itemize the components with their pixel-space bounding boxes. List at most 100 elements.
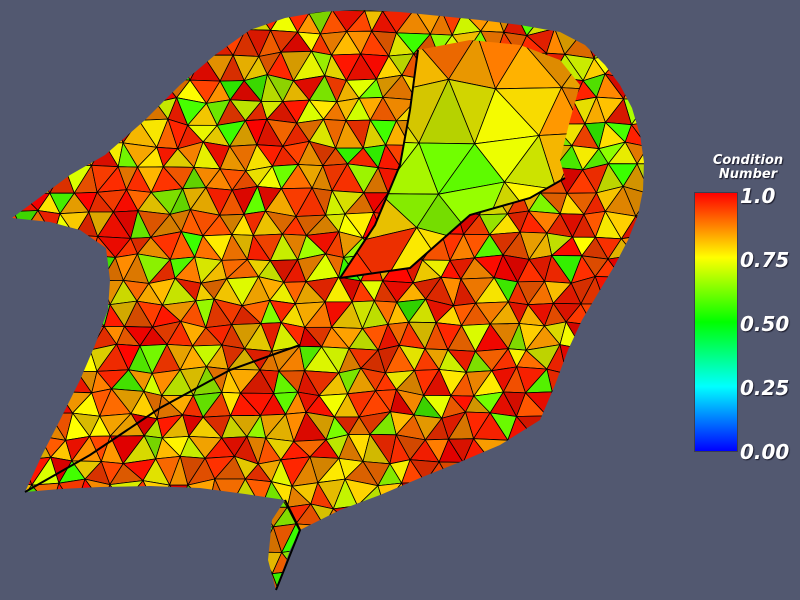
mesh-triangle: [167, 501, 192, 528]
mesh-triangle: [0, 571, 11, 592]
mesh-triangle: [12, 53, 28, 78]
mesh-triangle: [141, 545, 163, 573]
mesh-triangle: [59, 575, 88, 590]
mesh-triangle: [647, 595, 676, 600]
mesh-triangle: [12, 524, 41, 554]
mesh-triangle: [0, 592, 20, 600]
mesh-triangle: [554, 462, 580, 484]
mesh-triangle: [630, 53, 644, 81]
mesh-triangle: [59, 58, 90, 81]
mesh-triangle: [411, 568, 444, 590]
mesh-triangle: [154, 526, 182, 554]
mesh-triangle: [677, 575, 700, 595]
mesh-triangle: [228, 506, 263, 531]
mesh-triangle: [375, 504, 405, 530]
mesh-triangle: [46, 96, 77, 123]
mesh-triangle: [135, 507, 169, 530]
mesh-triangle: [215, 547, 244, 575]
mesh-triangle: [12, 501, 21, 527]
mesh-triangle: [597, 552, 627, 573]
mesh-triangle: [36, 235, 65, 259]
mesh-triangle: [272, 0, 294, 8]
mesh-triangle: [26, 34, 46, 59]
mesh-triangle: [179, 524, 205, 554]
mesh-triangle: [651, 164, 676, 194]
mesh-triangle: [621, 478, 644, 510]
mesh-triangle: [12, 326, 16, 351]
mesh-triangle: [65, 99, 90, 127]
mesh-triangle: [0, 525, 6, 548]
mesh-triangle: [59, 78, 90, 102]
mesh-triangle: [551, 389, 579, 415]
mesh-triangle: [624, 390, 644, 419]
mesh-triangle: [649, 531, 674, 552]
mesh-triangle: [104, 592, 123, 600]
mesh-triangle: [90, 0, 116, 8]
mesh-triangle: [441, 550, 462, 573]
mesh-triangle: [603, 29, 632, 53]
mesh-triangle: [643, 460, 644, 488]
mesh-triangle: [116, 501, 138, 530]
mesh-triangle: [543, 11, 571, 30]
large-element-triangle: [616, 244, 684, 293]
mesh-triangle: [641, 257, 644, 279]
mesh-triangle: [554, 482, 580, 504]
mesh-triangle: [59, 0, 90, 6]
large-element-triangle: [654, 0, 703, 31]
mesh-triangle: [663, 31, 688, 58]
mesh-triangle: [208, 503, 230, 527]
mesh-triangle: [541, 436, 574, 465]
mesh-triangle: [673, 530, 699, 550]
mesh-triangle: [137, 10, 168, 35]
mesh-triangle: [607, 594, 633, 600]
mesh-triangle: [125, 10, 157, 11]
mesh-triangle: [660, 75, 687, 100]
mesh-triangle: [578, 479, 610, 505]
mesh-triangle: [12, 277, 22, 305]
colorbar: [694, 192, 738, 452]
mesh-triangle: [58, 478, 86, 510]
mesh-triangle: [388, 571, 413, 590]
mesh-triangle: [649, 550, 674, 575]
mesh-triangle: [333, 592, 358, 600]
mesh-triangle: [659, 550, 684, 576]
mesh-triangle: [677, 75, 695, 102]
mesh-triangle: [98, 10, 128, 30]
mesh-triangle: [594, 395, 627, 419]
mesh-triangle: [166, 10, 190, 14]
mesh-triangle: [636, 459, 644, 488]
mesh-triangle: [443, 595, 462, 600]
mesh-triangle: [23, 411, 50, 437]
mesh-triangle: [283, 10, 310, 15]
mesh-triangle: [35, 548, 61, 577]
mesh-triangle: [44, 57, 75, 81]
mesh-triangle: [74, 125, 105, 150]
mesh-triangle: [623, 457, 644, 481]
mesh-triangle: [462, 10, 497, 13]
mesh-triangle: [20, 593, 48, 600]
mesh-triangle: [604, 299, 639, 329]
mesh-triangle: [12, 394, 26, 419]
mesh-triangle: [635, 370, 644, 392]
mesh-triangle: [122, 570, 158, 590]
mesh-triangle: [636, 298, 644, 330]
mesh-triangle: [441, 570, 463, 590]
mesh-triangle: [51, 547, 74, 577]
mesh-triangle: [663, 485, 684, 505]
large-element-triangle: [649, 84, 716, 136]
mesh-triangle: [280, 570, 307, 590]
mesh-triangle: [154, 546, 182, 570]
mesh-triangle: [567, 389, 596, 415]
mesh-triangle: [479, 527, 504, 550]
mesh-triangle: [455, 10, 482, 14]
mesh-triangle: [661, 145, 685, 167]
mesh-triangle: [646, 415, 670, 439]
mesh-triangle: [295, 547, 322, 577]
mesh-triangle: [74, 504, 105, 526]
mesh-triangle: [103, 483, 125, 506]
mesh-triangle: [646, 34, 670, 58]
mesh-triangle: [658, 258, 687, 278]
mesh-triangle: [643, 320, 644, 345]
